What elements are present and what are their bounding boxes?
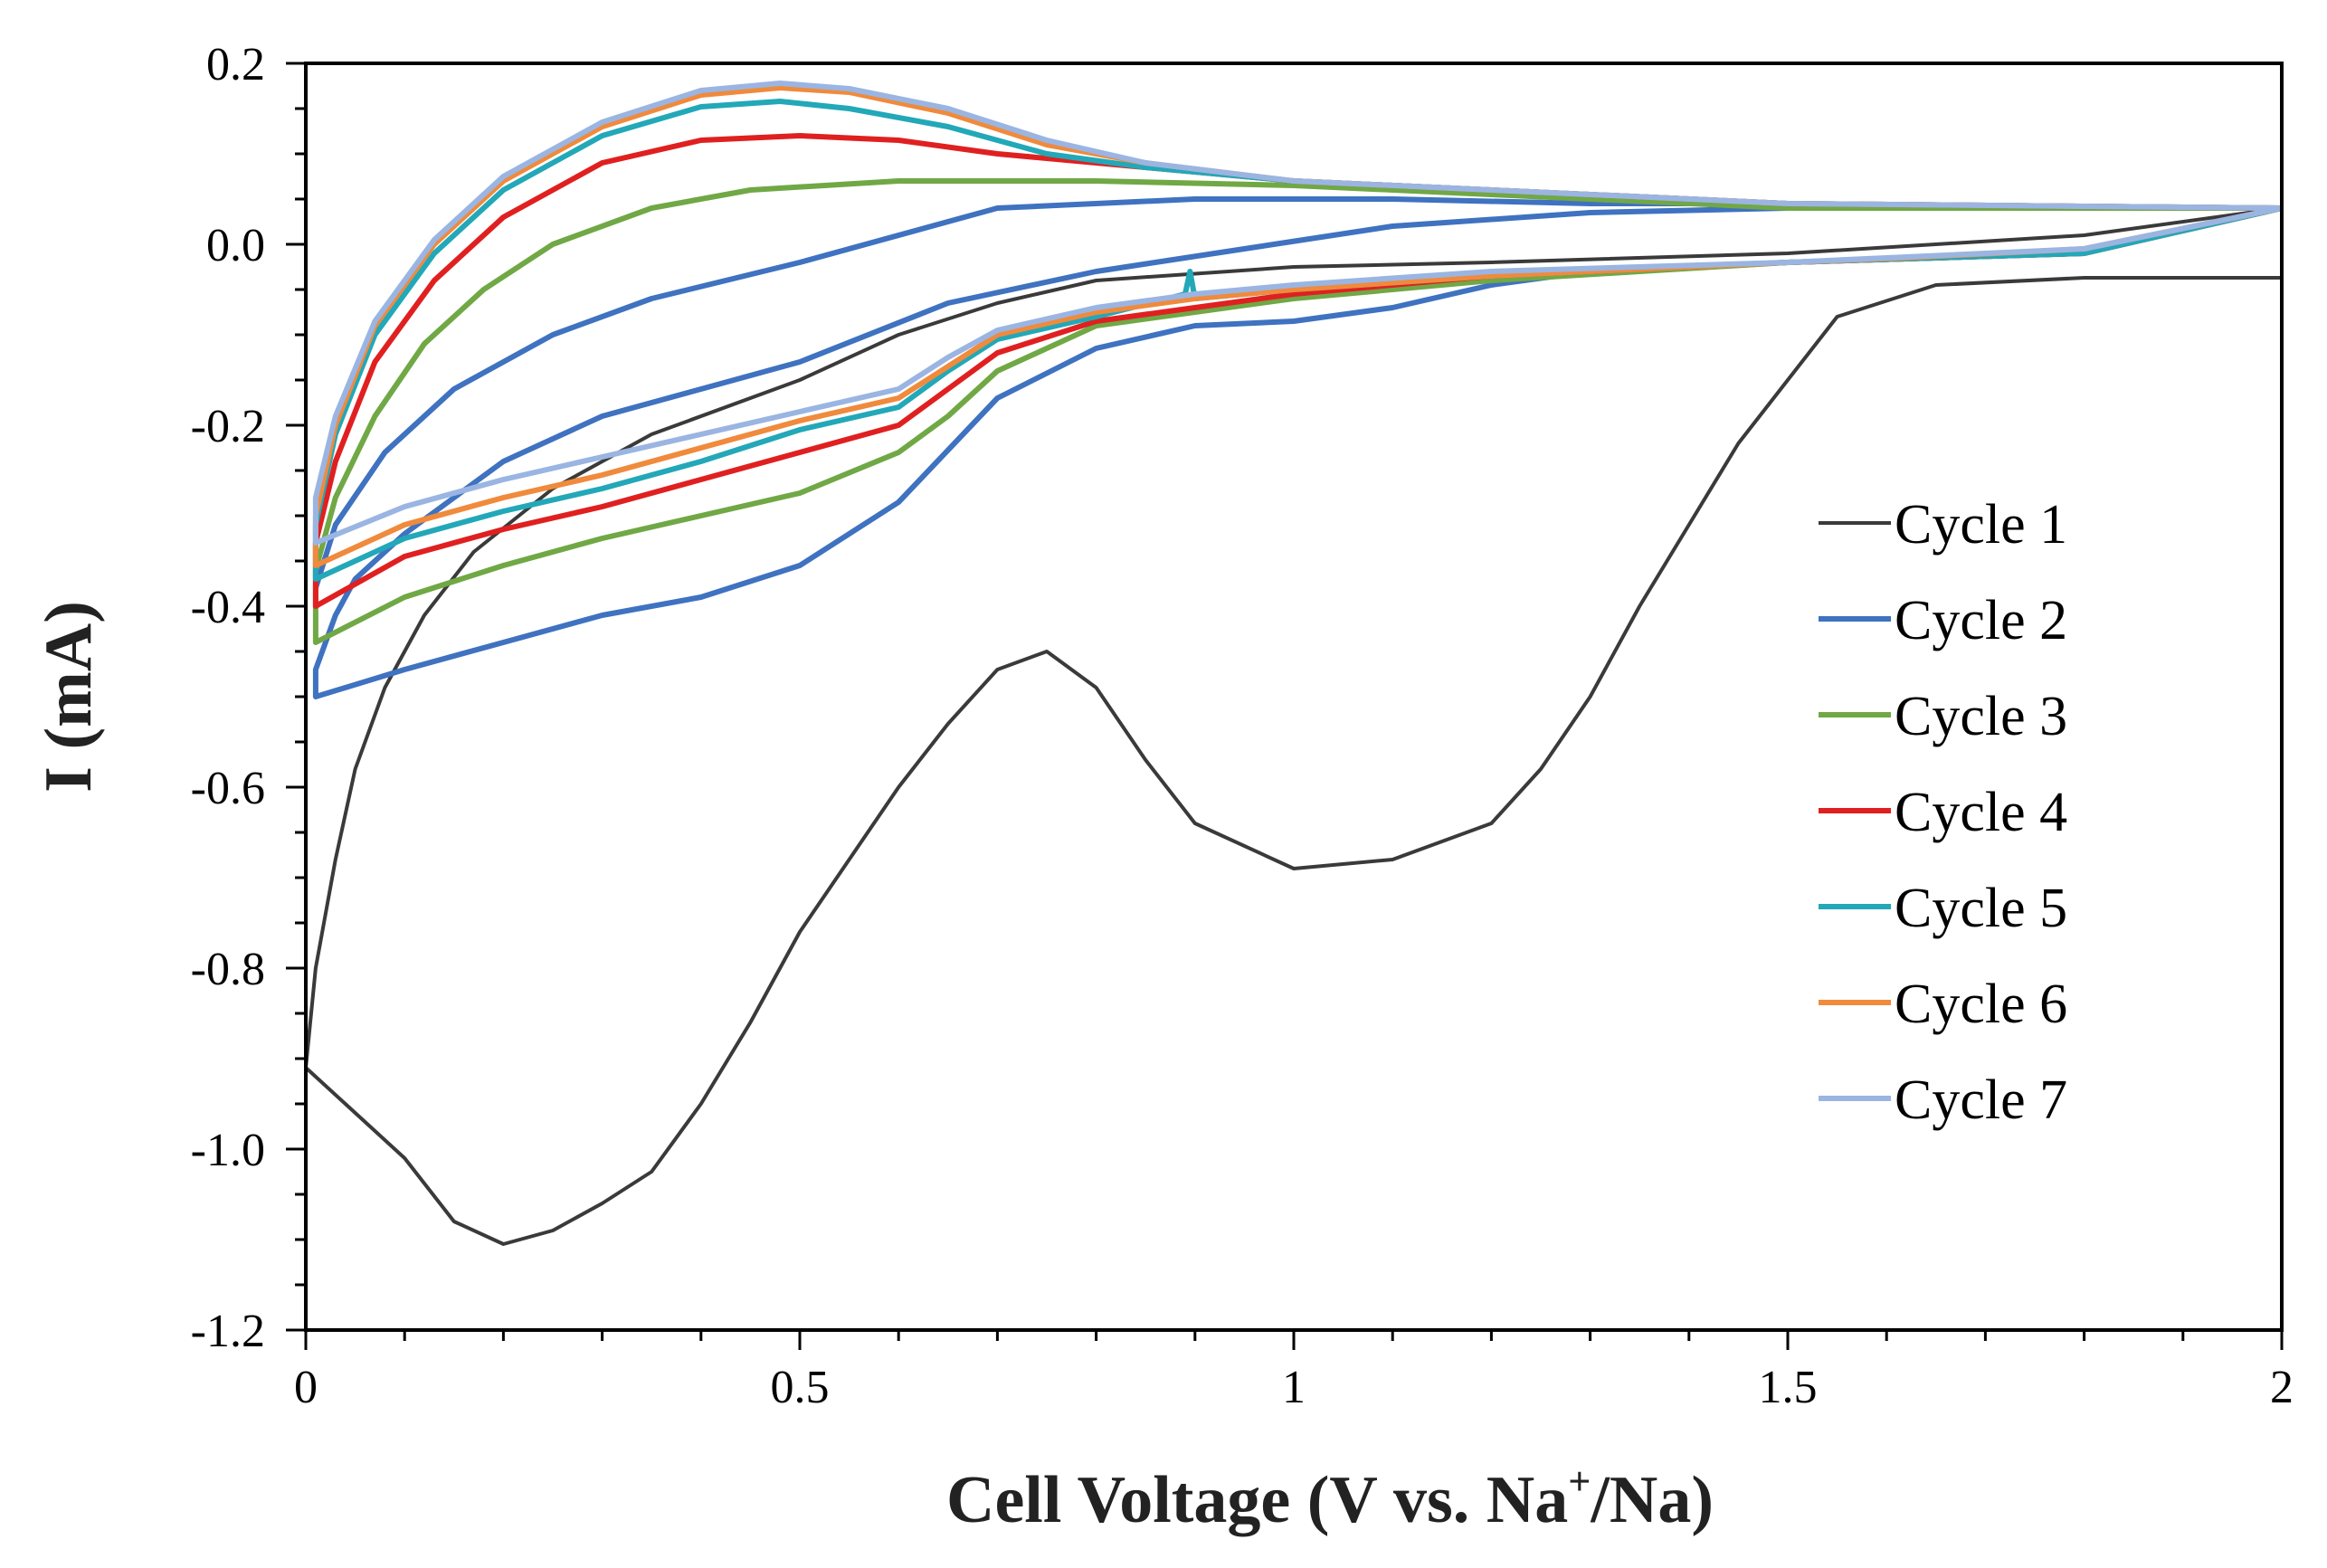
series-line-cycle-3: [312, 178, 2282, 645]
x-tick-label: 2: [2270, 1362, 2294, 1413]
y-tick-label: -1.2: [191, 1306, 265, 1357]
y-tick-label: -0.8: [191, 944, 265, 995]
y-tick-label: 0.2: [206, 39, 265, 90]
series-layer: [306, 81, 2282, 1246]
x-axis-title-superscript: +: [1568, 1459, 1591, 1504]
tick-labels-layer: 0 0.5 1 1.5 2 0.2 0.0 -0.2 -0.4 -0.6 -0.8 -1.0 -1.2: [191, 39, 2294, 1413]
series-line-cycle-6: [312, 85, 2282, 568]
y-tick-label: -0.6: [191, 763, 265, 814]
x-axis-title-tail: /Na): [1590, 1463, 1714, 1537]
x-tick-label: 0.5: [771, 1362, 830, 1413]
y-tick-label: 0.0: [206, 220, 265, 271]
legend-label-cycle-2: Cycle 2: [1895, 590, 2067, 651]
y-tick-label: -0.4: [191, 582, 265, 633]
series-line-cycle-1: [306, 206, 2282, 1246]
legend-label-cycle-1: Cycle 1: [1895, 494, 2067, 556]
series-line-cycle-7: [312, 81, 2282, 546]
legend-label-cycle-6: Cycle 6: [1895, 974, 2067, 1035]
series-line-cycle-2: [312, 196, 2282, 699]
series-line-cycle-4: [312, 133, 2282, 609]
x-axis-title-main: Cell Voltage (V vs. Na: [946, 1463, 1568, 1537]
x-tick-label: 0: [294, 1362, 318, 1413]
x-axis-title: Cell Voltage (V vs. Na+/Na): [946, 1459, 1714, 1537]
ticks-layer: [286, 62, 2284, 1350]
legend-label-cycle-5: Cycle 5: [1895, 878, 2067, 939]
y-tick-label: -1.0: [191, 1125, 265, 1176]
x-tick-label: 1.5: [1759, 1362, 1818, 1413]
legend-label-cycle-3: Cycle 3: [1895, 686, 2067, 747]
legend-label-cycle-4: Cycle 4: [1895, 782, 2067, 843]
x-tick-label: 1: [1282, 1362, 1306, 1413]
y-tick-label: -0.2: [191, 401, 265, 452]
series-line-cycle-5: [312, 99, 2282, 582]
legend: Cycle 1 Cycle 2 Cycle 3 Cycle 4 Cycle 5 Cycle…: [1819, 494, 2067, 1131]
legend-label-cycle-7: Cycle 7: [1895, 1069, 2067, 1131]
y-axis-title: I (mA): [32, 601, 106, 793]
